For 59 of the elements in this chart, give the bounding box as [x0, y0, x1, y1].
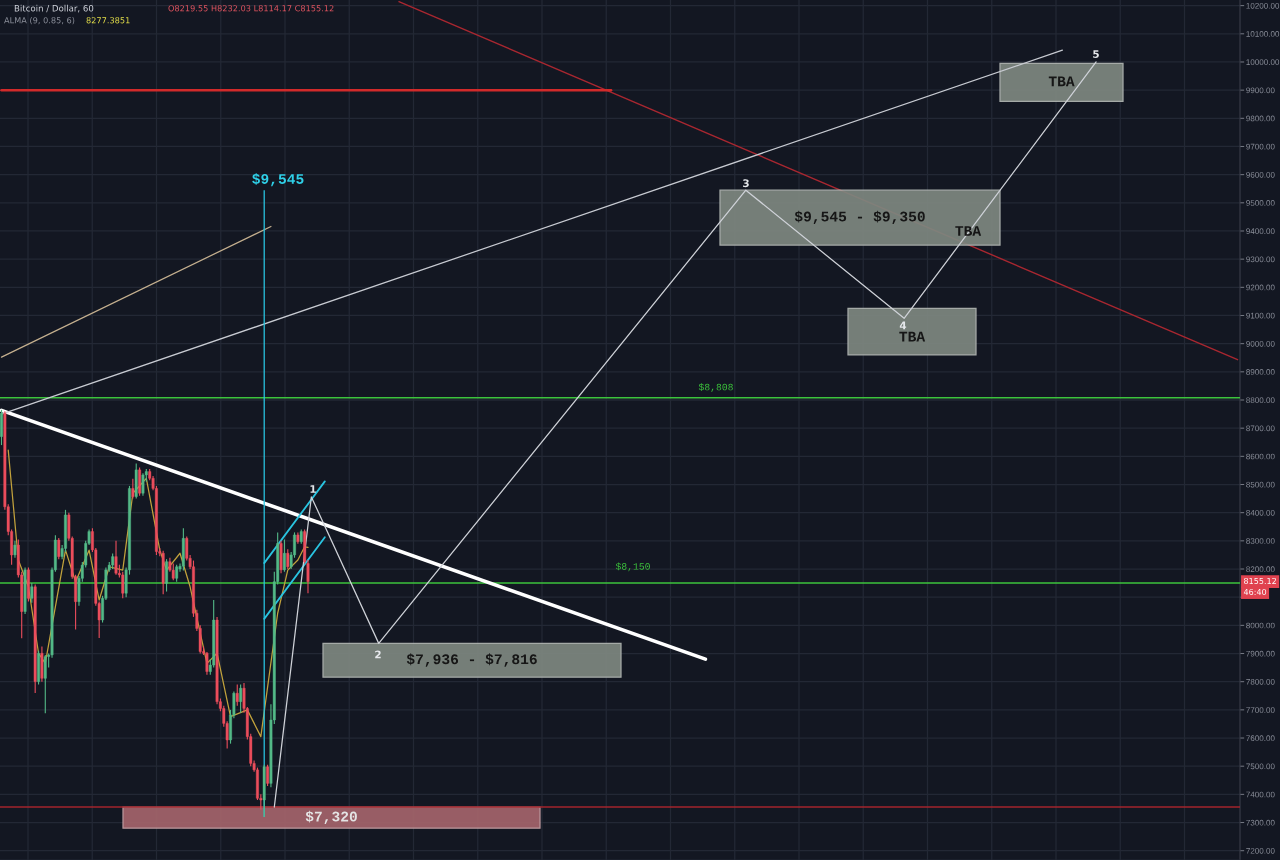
y-tick-label: 9100.00	[1246, 312, 1275, 319]
y-tick-label: 7900.00	[1246, 650, 1275, 657]
y-tick-label: 9800.00	[1246, 115, 1275, 122]
y-tick-label: 7400.00	[1246, 791, 1275, 798]
y-tick-label: 9200.00	[1246, 284, 1275, 291]
y-tick-label: 9300.00	[1246, 256, 1275, 263]
y-tick-label: 8800.00	[1246, 397, 1275, 403]
ref-line-label: $8,150	[615, 562, 650, 572]
y-tick-label: 7500.00	[1246, 763, 1275, 770]
candlestick	[141, 472, 145, 497]
band-label: $7,320	[305, 810, 357, 824]
y-tick-label: 7300.00	[1246, 819, 1275, 826]
y-tick-label: 8300.00	[1246, 538, 1275, 544]
y-tick-label: 10000.00	[1246, 59, 1280, 65]
y-tick-label: 8600.00	[1246, 453, 1275, 460]
y-tick-label: 9900.00	[1246, 87, 1275, 94]
candlestick	[266, 764, 269, 787]
y-tick-label: 7200.00	[1246, 848, 1275, 854]
candlestick	[131, 478, 135, 500]
annotation: $9,545	[252, 173, 304, 187]
band-label: TBA	[899, 331, 926, 342]
annotation: O8219.55 H8232.03 L8114.17 C8155.12	[168, 5, 334, 12]
y-tick-label: 9400.00	[1246, 228, 1275, 234]
y-tick-label: 10200.00	[1246, 2, 1280, 9]
candlestick	[30, 582, 34, 604]
band-label: $7,936 - $7,816	[406, 653, 537, 667]
y-tick-label: 8900.00	[1246, 369, 1275, 375]
y-tick-label: 9600.00	[1246, 171, 1275, 178]
candlestick	[138, 467, 142, 497]
y-tick-label: 9000.00	[1246, 340, 1275, 347]
band-label: TBA	[1048, 76, 1075, 87]
band-label: $9,545 - $9,350	[794, 210, 925, 224]
y-tick-label: 7700.00	[1246, 707, 1275, 713]
y-tick-label: 7600.00	[1246, 735, 1275, 742]
text: 46:40	[1243, 588, 1267, 595]
annotation: 5	[1093, 50, 1099, 58]
ref-line-label: $8,808	[698, 383, 733, 392]
annotation: 3	[743, 179, 749, 188]
annotation: 4	[899, 321, 907, 330]
candlestick	[43, 654, 47, 714]
annotation: 2	[375, 650, 381, 659]
y-tick-label: 8500.00	[1246, 481, 1275, 488]
candlestick	[0, 409, 3, 446]
y-tick-label: 10100.00	[1246, 31, 1280, 37]
y-tick-label: 8200.00	[1246, 566, 1275, 573]
candlestick	[239, 683, 243, 714]
annotation: ALMA (9, 0.85, 6)	[4, 17, 75, 25]
annotation: 8155.12	[1244, 577, 1276, 584]
chart-title: Bitcoin / Dollar, 60	[14, 4, 94, 13]
y-tick-label: 8400.00	[1246, 509, 1275, 516]
candlestick	[165, 558, 168, 593]
y-tick-label: 9700.00	[1246, 143, 1275, 150]
annotation: 8277.3851	[86, 17, 130, 24]
y-tick-label: 7800.00	[1246, 678, 1275, 685]
y-tick-label: 9500.00	[1246, 200, 1275, 206]
candlestick	[235, 683, 239, 707]
y-tick-label: 8000.00	[1246, 622, 1275, 629]
y-tick-label: 8700.00	[1246, 425, 1275, 432]
annotation: 1	[310, 485, 316, 493]
